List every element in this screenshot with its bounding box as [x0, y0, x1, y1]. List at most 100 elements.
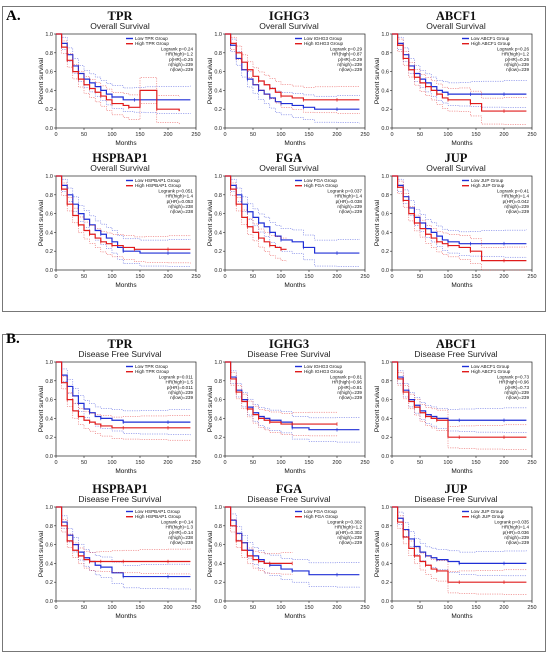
y-tick-label: 0.6: [381, 398, 389, 404]
y-tick-label: 0.4: [214, 416, 222, 422]
y-tick-label: 0.6: [214, 212, 222, 218]
x-tick-label: 50: [250, 274, 256, 280]
y-tick-label: 0.2: [381, 107, 389, 113]
confidence-band-lower-high: [56, 361, 191, 441]
confidence-band-lower-high: [392, 175, 527, 271]
x-tick-label: 200: [332, 460, 341, 466]
y-tick-label: 0.0: [381, 268, 389, 274]
y-tick-label: 0.4: [214, 230, 222, 236]
km-plot-jup-dfs: JUP Disease Free Survival 0.0 0.2 0.4 0.6 0.8 1…: [372, 483, 540, 629]
y-axis-label: Percent survival: [374, 385, 381, 432]
y-tick-label: 0.8: [381, 379, 389, 385]
survival-curve-high: [56, 33, 180, 112]
y-tick-label: 0.2: [214, 580, 222, 586]
x-tick-label: 0: [390, 460, 393, 466]
y-tick-label: 0.0: [214, 599, 222, 605]
y-tick-label: 0.0: [214, 268, 222, 274]
legend-statistic: n(low)=239: [339, 209, 362, 214]
km-plot-ighg3-dfs: IGHG3 Disease Free Survival 0.0 0.2 0.4 0.6 0.…: [205, 338, 373, 484]
panel-a-label: A.: [6, 8, 21, 24]
plot-frame: [224, 33, 366, 129]
y-tick-label: 0.4: [381, 230, 389, 236]
plot-subtitle: Overall Survival: [259, 163, 319, 173]
plot-gene-title: TPR: [107, 337, 133, 351]
confidence-band-upper-high: [392, 361, 527, 427]
x-tick-label: 250: [360, 460, 369, 466]
y-tick-label: 1.0: [381, 505, 389, 511]
plot-gene-title: JUP: [444, 151, 468, 165]
legend-statistic: HR(high)=0.96: [499, 380, 529, 385]
plot-frame: [55, 175, 197, 271]
x-tick-label: 50: [417, 460, 423, 466]
x-axis-label: Months: [115, 468, 137, 475]
x-tick-label: 100: [276, 274, 285, 280]
legend-statistic: n(low)=239: [506, 209, 529, 214]
y-tick-label: 0.6: [45, 398, 53, 404]
x-tick-label: 200: [499, 460, 508, 466]
legend-entry: Low ABCF1 Group: [471, 364, 510, 369]
y-tick-label: 0.4: [45, 230, 53, 236]
y-tick-label: 0.8: [45, 51, 53, 57]
x-tick-label: 0: [390, 132, 393, 138]
x-tick-label: 100: [443, 605, 452, 611]
survival-curve-high: [56, 506, 191, 563]
confidence-band-upper-low: [392, 506, 527, 553]
y-tick-label: 1.0: [381, 360, 389, 366]
legend-entry: Low IGHG3 Group: [304, 364, 342, 369]
legend-entry: Low HSPBAP1 Group: [135, 178, 180, 183]
x-tick-label: 0: [223, 460, 226, 466]
plot-frame: [55, 33, 197, 129]
plot-subtitle: Overall Survival: [259, 21, 319, 31]
x-tick-label: 0: [54, 274, 57, 280]
y-tick-label: 0.2: [214, 107, 222, 113]
y-tick-label: 0.0: [381, 599, 389, 605]
survival-curve-high: [225, 361, 337, 425]
legend-statistic: p(HR)=0.053: [167, 199, 194, 204]
confidence-band-lower-low: [225, 175, 360, 268]
legend-statistic: Logrank p=0.14: [161, 519, 194, 524]
y-tick-label: 0.8: [214, 193, 222, 199]
legend-statistic: n(low)=238: [170, 540, 193, 545]
y-axis-label: Percent survival: [38, 199, 45, 246]
x-tick-label: 0: [223, 605, 226, 611]
km-plot-jup-os: JUP Overall Survival 0.0 0.2 0.4 0.6 0.8 1.0 0 50…: [372, 152, 540, 298]
confidence-band-lower-low: [225, 506, 360, 588]
legend-statistic: p(HR)=0.302: [336, 530, 363, 535]
y-tick-label: 0.4: [45, 416, 53, 422]
x-tick-label: 200: [332, 132, 341, 138]
y-tick-label: 1.0: [214, 174, 222, 180]
legend-statistic: p(HR)=0.81: [338, 385, 362, 390]
plot-frame: [224, 361, 366, 457]
x-tick-label: 50: [250, 460, 256, 466]
y-tick-label: 0.8: [381, 51, 389, 57]
y-tick-label: 1.0: [45, 505, 53, 511]
x-tick-label: 0: [54, 605, 57, 611]
y-tick-label: 0.4: [45, 561, 53, 567]
legend-entry: Low FGA Group: [304, 178, 337, 183]
y-axis-label: Percent survival: [38, 530, 45, 577]
km-chart-svg: 0.0 0.2 0.4 0.6 0.8 1.0 0 50 100 150 200 250 Months P…: [38, 32, 201, 147]
x-tick-label: 200: [332, 605, 341, 611]
km-chart-svg: 0.0 0.2 0.4 0.6 0.8 1.0 0 50 100 150 200 250 Months P…: [207, 360, 370, 475]
km-plot-abcf1-dfs: ABCF1 Disease Free Survival 0.0 0.2 0.4 0.6 0.…: [372, 338, 540, 484]
x-axis-label: Months: [284, 140, 306, 147]
x-tick-label: 200: [332, 274, 341, 280]
x-tick-label: 100: [107, 274, 116, 280]
km-plot-abcf1-os: ABCF1 Overall Survival 0.0 0.2 0.4 0.6 0.8 1.0 0…: [372, 10, 540, 156]
y-tick-label: 0.0: [45, 454, 53, 460]
legend-statistic: Logrank p=0.011: [159, 374, 194, 379]
legend-statistic: n(high)=239: [504, 62, 529, 67]
confidence-band-lower-low: [56, 506, 191, 590]
legend-entry: High JUP Group: [471, 183, 505, 188]
x-tick-label: 50: [417, 132, 423, 138]
x-axis-label: Months: [115, 140, 137, 147]
x-tick-label: 100: [107, 605, 116, 611]
y-tick-label: 0.6: [381, 70, 389, 76]
y-tick-label: 0.8: [45, 193, 53, 199]
x-tick-label: 50: [417, 274, 423, 280]
plot-frame: [224, 175, 366, 271]
confidence-band-upper-high: [225, 175, 287, 239]
confidence-band-upper-low: [392, 33, 527, 84]
legend-statistic: HR(high)=1.4: [335, 194, 363, 199]
x-tick-label: 250: [527, 274, 536, 280]
